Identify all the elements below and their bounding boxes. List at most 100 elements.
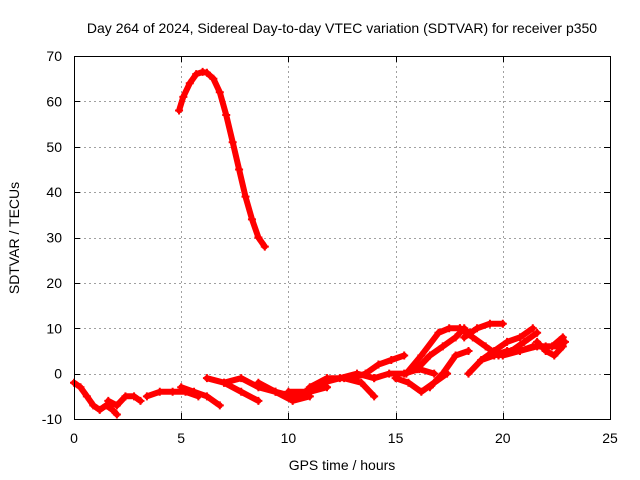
series-low-arc-b — [104, 392, 145, 410]
data-point — [177, 383, 186, 392]
data-point — [498, 319, 507, 328]
data-point — [175, 106, 184, 115]
y-tick-label: 20 — [46, 275, 62, 291]
data-point — [438, 369, 447, 378]
data-point — [451, 333, 460, 342]
data-point — [340, 374, 349, 383]
data-point — [82, 392, 91, 401]
data-point — [434, 328, 443, 337]
data-point — [361, 369, 370, 378]
series-line — [178, 384, 223, 409]
data-point — [455, 324, 464, 333]
series-line — [465, 325, 536, 377]
series-low-arc-d — [177, 383, 224, 410]
data-point — [288, 396, 297, 405]
data-point — [445, 324, 454, 333]
x-tick-label: 15 — [388, 430, 404, 446]
data-point — [192, 70, 201, 79]
series-line — [105, 393, 144, 409]
x-tick-label: 5 — [177, 430, 185, 446]
data-point — [520, 337, 529, 346]
data-point — [558, 333, 567, 342]
data-point — [305, 392, 314, 401]
series-low-arc-i — [305, 374, 379, 401]
data-point — [76, 383, 85, 392]
series-line — [255, 379, 313, 404]
data-point — [413, 365, 422, 374]
data-point — [402, 369, 411, 378]
data-point — [391, 374, 400, 383]
data-point — [185, 79, 194, 88]
data-point — [468, 333, 477, 342]
data-point — [481, 342, 490, 351]
data-point — [515, 346, 524, 355]
data-point — [136, 396, 145, 405]
data-point — [228, 138, 237, 147]
data-point — [247, 215, 256, 224]
data-point — [254, 396, 263, 405]
data-point — [222, 110, 231, 119]
data-point — [305, 383, 314, 392]
data-point — [550, 351, 559, 360]
series-low-arc-j — [348, 351, 409, 383]
data-point — [202, 392, 211, 401]
data-point — [490, 351, 499, 360]
y-axis-ticks: -10 0 10 20 30 40 50 60 70 — [42, 48, 610, 427]
data-point — [241, 192, 250, 201]
data-point — [237, 374, 246, 383]
data-point — [121, 392, 130, 401]
data-point — [89, 401, 98, 410]
data-point — [370, 374, 379, 383]
data-point — [533, 328, 542, 337]
data-point — [254, 378, 263, 387]
data-point — [209, 74, 218, 83]
x-tick-label: 10 — [281, 430, 297, 446]
y-axis-label: SDTVAR / TECUs — [6, 182, 22, 294]
x-axis-label: GPS time / hours — [289, 457, 396, 473]
data-point — [558, 342, 567, 351]
series-line — [534, 338, 566, 359]
x-axis-ticks: 0 5 10 15 20 25 — [70, 56, 618, 446]
data-point — [503, 337, 512, 346]
series-low-arc-g — [254, 378, 314, 405]
data-point — [179, 92, 188, 101]
series-low-arc-o — [425, 346, 473, 392]
data-point — [404, 378, 413, 387]
series-low-arc-t — [498, 333, 567, 360]
data-point — [301, 387, 310, 396]
data-point — [430, 369, 439, 378]
data-point — [284, 387, 293, 396]
series-low-arc-a — [70, 378, 121, 419]
data-point — [374, 360, 383, 369]
y-tick-label: 60 — [46, 93, 62, 109]
x-tick-label: 0 — [70, 430, 78, 446]
series-low-arc-u — [533, 337, 567, 360]
data-point — [464, 369, 473, 378]
data-point — [104, 396, 113, 405]
y-tick-label: 40 — [46, 184, 62, 200]
data-point — [425, 383, 434, 392]
data-point — [548, 342, 557, 351]
data-point — [237, 387, 246, 396]
y-tick-label: 70 — [46, 48, 62, 64]
data-point — [155, 387, 164, 396]
data-point — [260, 242, 269, 251]
data-point — [498, 351, 507, 360]
data-point — [477, 356, 486, 365]
y-tick-label: 10 — [46, 320, 62, 336]
data-point — [348, 374, 357, 383]
data-point — [400, 351, 409, 360]
data-point — [130, 392, 139, 401]
y-tick-label: -10 — [42, 411, 62, 427]
data-point — [235, 165, 244, 174]
data-point — [485, 319, 494, 328]
data-point — [385, 369, 394, 378]
data-point — [425, 351, 434, 360]
y-tick-label: 50 — [46, 139, 62, 155]
data-point — [95, 405, 104, 414]
series-line — [426, 347, 472, 391]
data-point — [533, 337, 542, 346]
y-tick-label: 30 — [46, 230, 62, 246]
data-point — [142, 392, 151, 401]
